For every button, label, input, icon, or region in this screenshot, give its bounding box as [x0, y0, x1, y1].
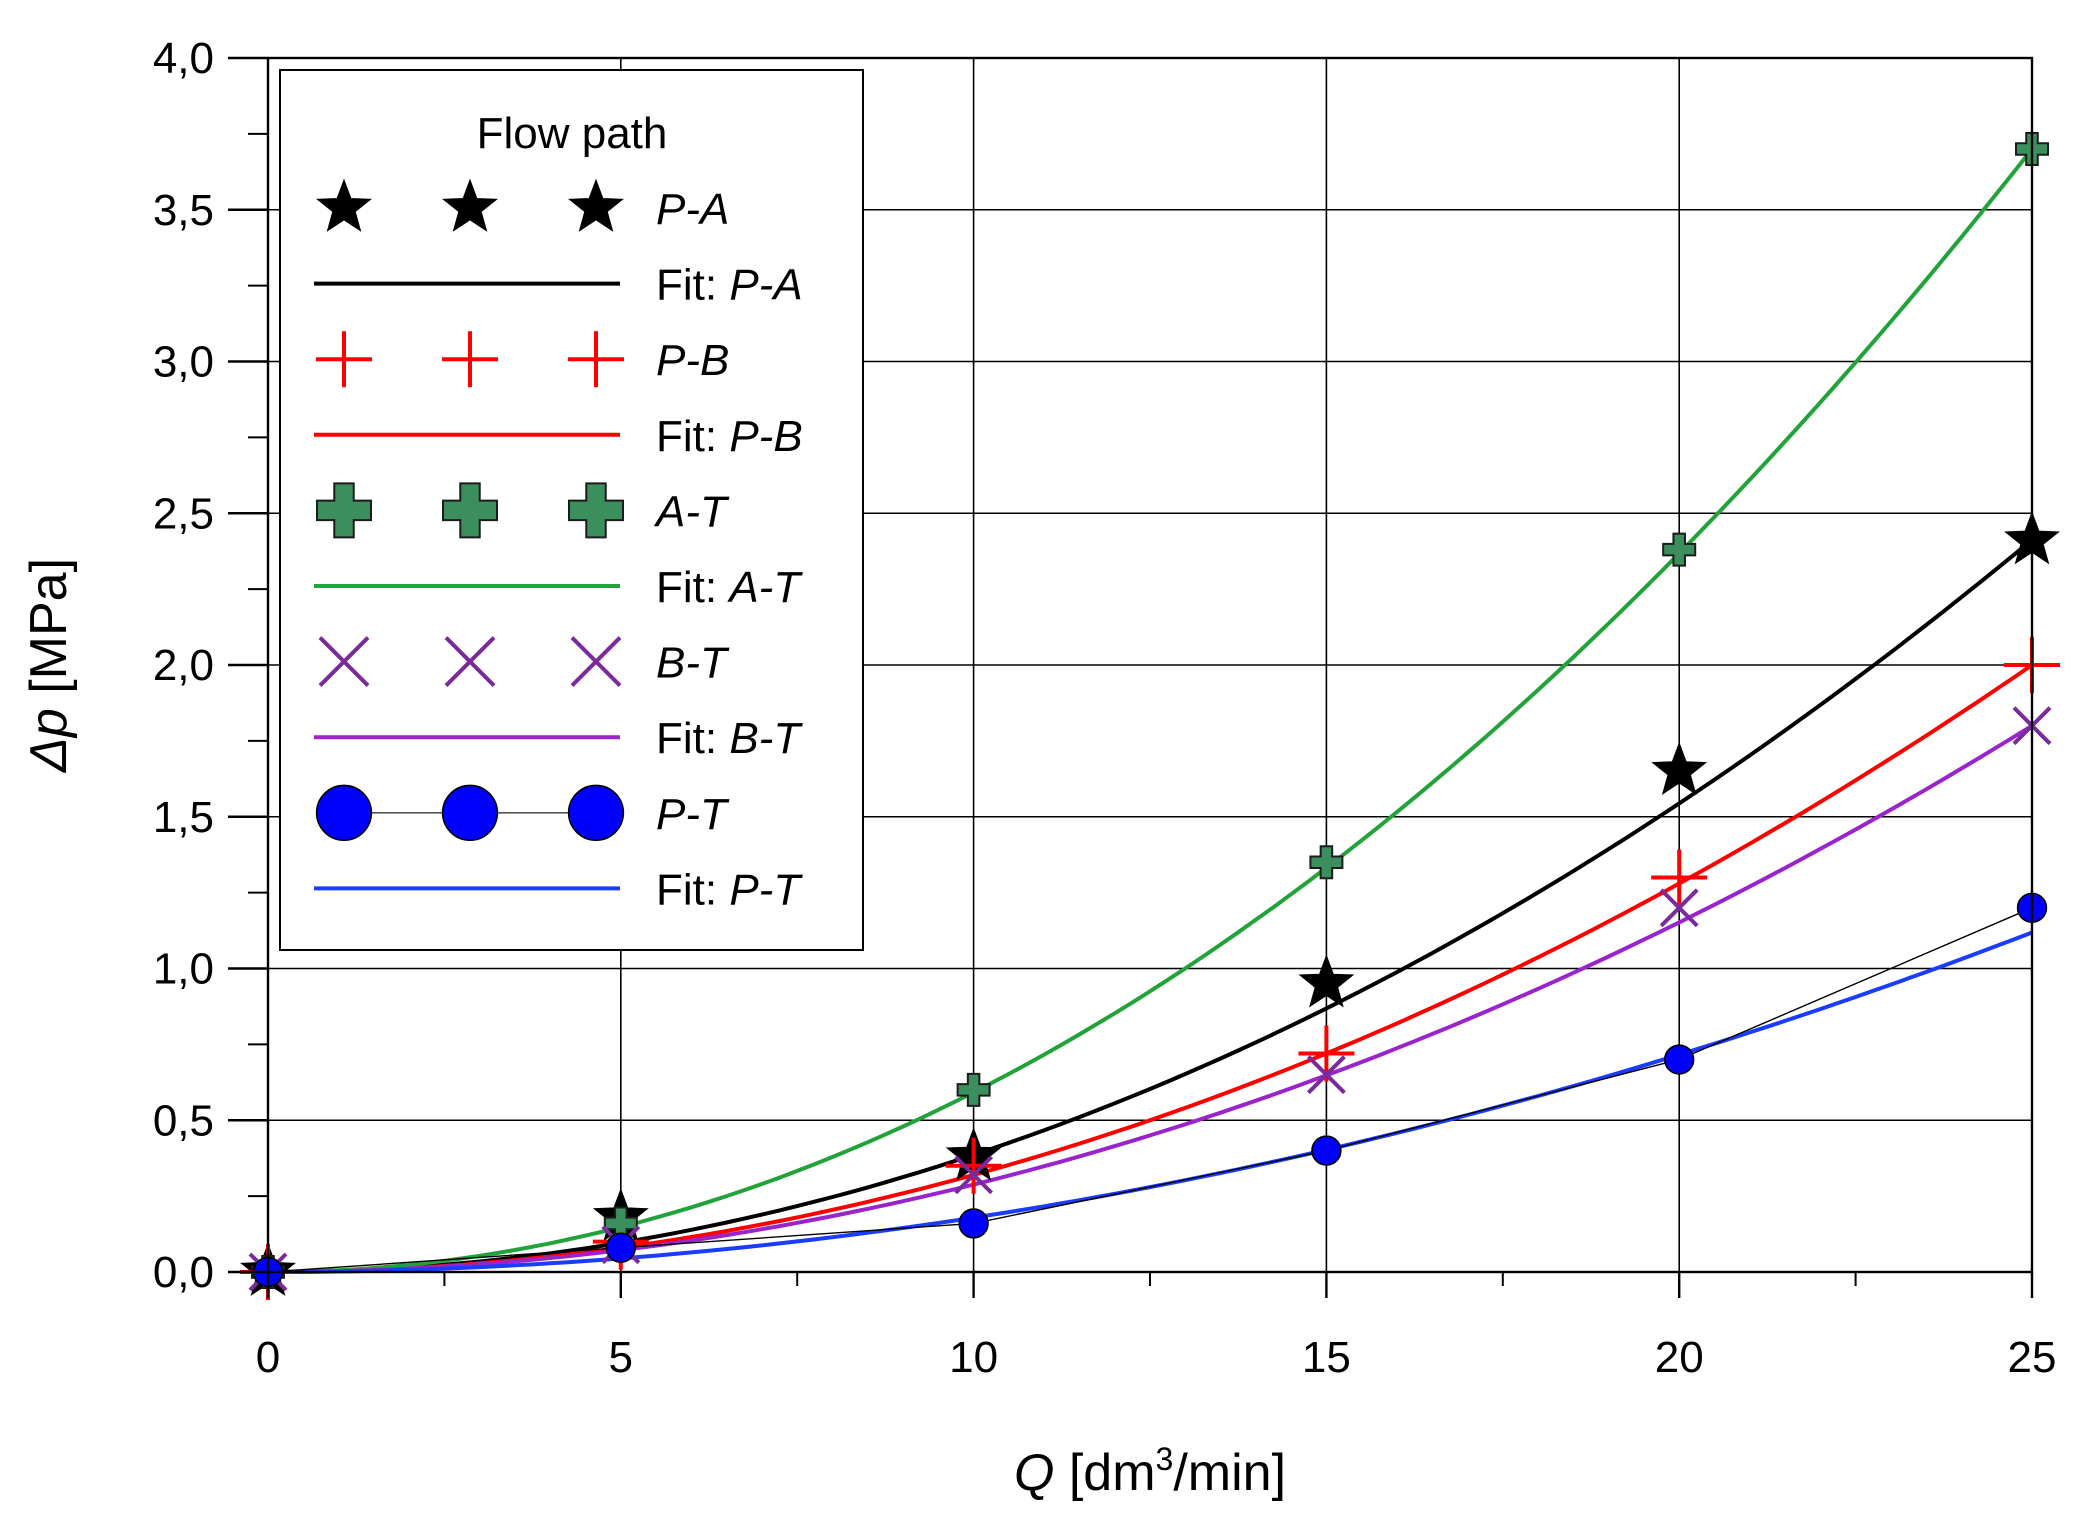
legend-marker — [570, 636, 622, 688]
legend-marker — [568, 331, 624, 388]
y-tick-label: 4,0 — [153, 34, 214, 83]
x-axis-title: Q [dm3/min] — [1014, 1441, 1286, 1502]
x-marker-stroke — [570, 636, 622, 688]
legend-fit-label: Fit: B-T — [656, 714, 803, 763]
legend-item-fit-p-b: Fit: P-B — [314, 412, 803, 461]
legend-fit-name: P-T — [729, 865, 803, 914]
data-point — [958, 1208, 989, 1239]
legend-marker — [316, 331, 372, 388]
data-point — [1306, 1055, 1346, 1095]
x-marker-stroke — [1659, 888, 1699, 928]
x-tick-label: 15 — [1302, 1333, 1351, 1382]
legend-fit-label: Fit: P-A — [656, 261, 803, 310]
y-axis-symbol: Δp — [20, 708, 78, 774]
legend-fit-name: P-B — [729, 412, 802, 461]
data-point — [954, 1155, 994, 1195]
x-axis-unit-prefix: [dm — [1054, 1444, 1155, 1502]
legend-marker — [442, 331, 498, 388]
x-tick-label: 10 — [949, 1333, 998, 1382]
legend-marker — [568, 178, 624, 232]
legend-fit-name: P-A — [729, 261, 802, 310]
data-point — [956, 1072, 991, 1107]
data-point — [1311, 1135, 1342, 1166]
y-tick-label: 1,0 — [153, 945, 214, 994]
legend-marker — [567, 784, 625, 841]
fit-curve-p-t — [268, 930, 2033, 1274]
y-tick-label: 1,5 — [153, 793, 214, 842]
data-point — [1651, 849, 1708, 906]
data-point — [1663, 1044, 1695, 1075]
legend-item-p-b: P-B — [316, 331, 729, 388]
legend-fit-label: Fit: P-T — [656, 865, 803, 914]
legend-item-fit-a-t: Fit: A-T — [314, 563, 803, 612]
legend-marker — [318, 636, 370, 688]
axis-ticks: 0 5 10 15 20 25 0,0 0,5 1,0 1,5 2,0 2,5 3,0 3,5 4,0 — [153, 34, 2057, 1382]
legend-item-fit-p-t: Fit: P-T — [314, 865, 803, 914]
y-tick-label: 3,5 — [153, 186, 214, 235]
legend-item-p-t: P-T — [315, 784, 730, 841]
legend-fit-label: Fit: A-T — [656, 563, 803, 612]
x-tick-label: 20 — [1655, 1333, 1704, 1382]
legend-fit-name: B-T — [729, 714, 803, 763]
y-axis-unit: [MPa] — [20, 558, 78, 708]
legend-fit-prefix: Fit: — [656, 865, 729, 914]
legend-label: P-B — [656, 336, 729, 385]
data-point — [1662, 532, 1697, 567]
legend-marker — [442, 482, 498, 539]
legend-item-b-t: B-T — [318, 636, 730, 688]
legend-label: B-T — [656, 639, 730, 688]
legend-fit-name: A-T — [726, 563, 803, 612]
y-axis-title: Δp [MPa] — [20, 558, 78, 774]
data-point — [1651, 741, 1708, 796]
legend-label: A-T — [653, 487, 730, 536]
x-axis-unit-superscript: 3 — [1156, 1441, 1174, 1477]
legend-marker — [568, 482, 624, 539]
x-tick-label: 5 — [609, 1333, 633, 1382]
legend-item-p-a: P-A — [316, 178, 729, 234]
legend-marker — [315, 784, 373, 841]
legend-marker — [444, 636, 496, 688]
legend-marker — [316, 178, 372, 232]
y-tick-label: 2,0 — [153, 641, 214, 690]
legend-item-fit-p-a: Fit: P-A — [314, 261, 803, 310]
legend-title: Flow path — [477, 109, 668, 158]
legend-marker — [441, 784, 499, 841]
x-marker-stroke — [1306, 1055, 1346, 1095]
legend-item-fit-b-t: Fit: B-T — [314, 714, 803, 763]
fit-curve-a-t — [267, 147, 2034, 1274]
legend-label: P-A — [656, 185, 729, 234]
x-axis-symbol: Q — [1014, 1444, 1054, 1502]
x-marker-stroke — [954, 1155, 994, 1195]
data-point — [945, 1137, 1002, 1194]
x-marker-stroke — [318, 636, 370, 688]
x-marker-stroke — [444, 636, 496, 688]
series-connector-p-t — [267, 907, 2033, 1273]
y-tick-label: 2,5 — [153, 489, 214, 538]
x-axis-unit-suffix: /min] — [1173, 1444, 1286, 1502]
legend-fit-prefix: Fit: — [656, 412, 729, 461]
y-tick-label: 0,0 — [153, 1248, 214, 1297]
legend-item-a-t: A-T — [316, 482, 730, 539]
legend-marker — [316, 482, 372, 539]
data-point — [1659, 888, 1699, 928]
data-point — [605, 1232, 636, 1263]
legend-fit-prefix: Fit: — [656, 261, 729, 310]
data-point — [1298, 954, 1355, 1008]
y-tick-label: 0,5 — [153, 1096, 214, 1145]
x-tick-label: 25 — [2008, 1333, 2057, 1382]
legend-label: P-T — [656, 790, 730, 839]
y-tick-label: 3,0 — [153, 338, 214, 387]
legend-fit-label: Fit: P-B — [656, 412, 803, 461]
fit-curve-b-t — [267, 723, 2034, 1274]
data-point — [1309, 845, 1344, 880]
x-tick-label: 0 — [256, 1333, 280, 1382]
legend-marker — [442, 178, 498, 232]
legend-fit-prefix: Fit: — [656, 714, 729, 763]
legend-fit-prefix: Fit: — [656, 563, 729, 612]
